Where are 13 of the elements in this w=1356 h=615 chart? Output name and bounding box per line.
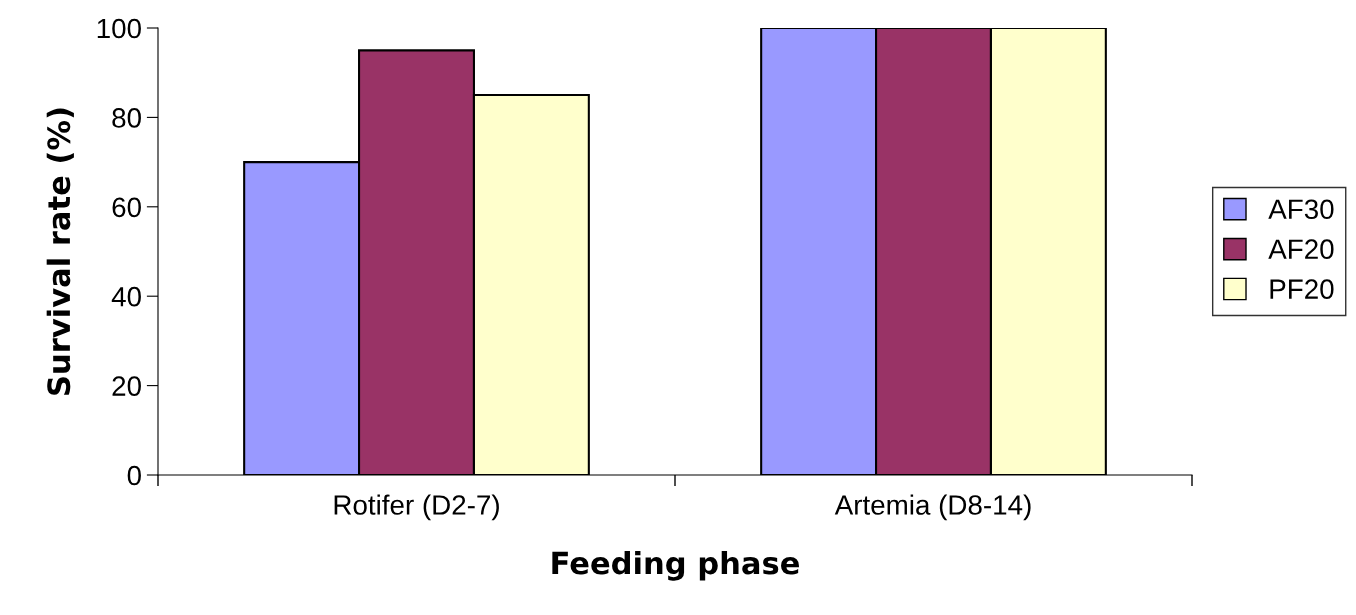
legend-label: AF30	[1268, 199, 1334, 220]
y-tick-label: 80	[112, 108, 141, 128]
x-axis-title: Feeding phase	[552, 550, 799, 581]
legend-label: PF20	[1270, 279, 1334, 299]
legend-label: AF20	[1268, 239, 1334, 260]
y-tick-label: 0	[127, 465, 141, 486]
y-tick-label: 40	[111, 286, 141, 307]
x-tick-label: Artemia (D8-14)	[834, 494, 1031, 521]
y-tick-label: 20	[112, 376, 141, 396]
y-axis-title: Survival rate (%)	[46, 108, 74, 395]
y-tick-label: 100	[97, 18, 141, 39]
x-tick-label: Rotifer (D2-7)	[334, 494, 499, 521]
y-tick-label: 60	[112, 197, 141, 218]
